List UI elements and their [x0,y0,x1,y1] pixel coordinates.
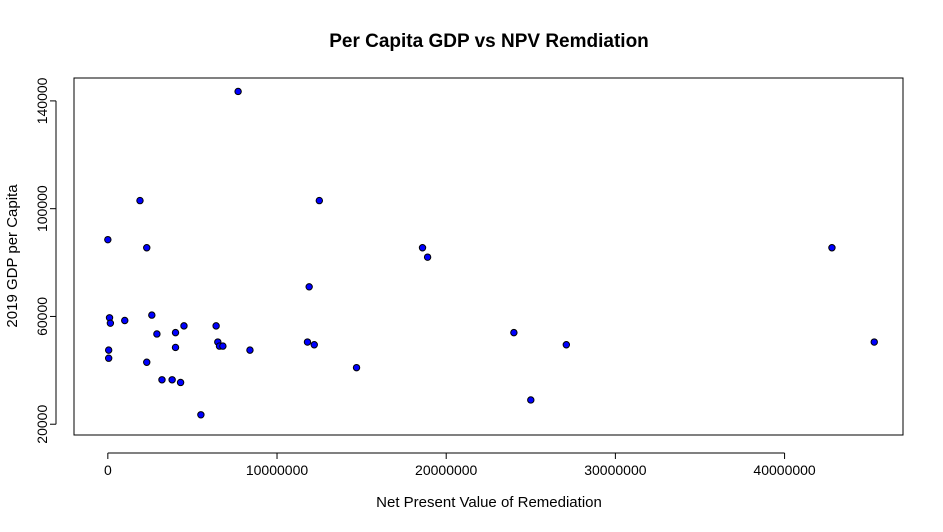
y-tick-label: 140000 [34,77,50,124]
data-point [305,283,313,291]
data-point [246,346,254,354]
x-axis-label: Net Present Value of Remediation [376,494,602,511]
data-point [828,244,836,252]
data-point [143,358,151,366]
data-point [104,346,113,354]
data-point [219,342,227,350]
x-axis: 0 10000000 20000000 30000000 40000000 [104,452,816,478]
y-axis: 20000 60000 100000 140000 [34,77,57,444]
x-tick-label: 20000000 [415,462,478,478]
data-point [153,330,161,338]
data-point [352,363,361,372]
y-tick-label: 100000 [34,185,50,232]
data-point [171,343,180,352]
data-point [310,341,318,349]
data-point [303,338,312,346]
data-point [143,244,151,252]
data-point [168,376,176,384]
data-point [870,338,878,346]
y-axis-label: 2019 GDP per Capita [4,184,21,328]
x-tick-label: 30000000 [584,462,647,478]
data-point [104,354,113,362]
data-point [104,235,112,244]
x-tick-label: 10000000 [246,462,309,478]
data-point [510,328,518,337]
data-point [562,341,571,349]
data-point [171,328,180,337]
data-point [234,87,242,96]
chart-title: Per Capita GDP vs NPV Remdiation [329,31,649,52]
plot-frame [73,77,904,436]
data-point [197,411,205,419]
data-point [158,376,166,384]
data-point [121,316,129,325]
data-point [423,253,432,261]
data-points [104,87,878,419]
data-point [418,244,427,252]
data-point [106,319,115,327]
y-tick-label: 60000 [34,297,50,336]
data-point [527,396,535,404]
data-point [136,196,144,205]
x-tick-label: 40000000 [753,462,816,478]
y-tick-label: 20000 [34,405,50,444]
data-point [148,311,156,319]
x-tick-label: 0 [104,462,112,478]
data-point [212,322,220,330]
data-point [176,378,185,387]
data-point [315,196,324,205]
data-point [180,322,188,330]
